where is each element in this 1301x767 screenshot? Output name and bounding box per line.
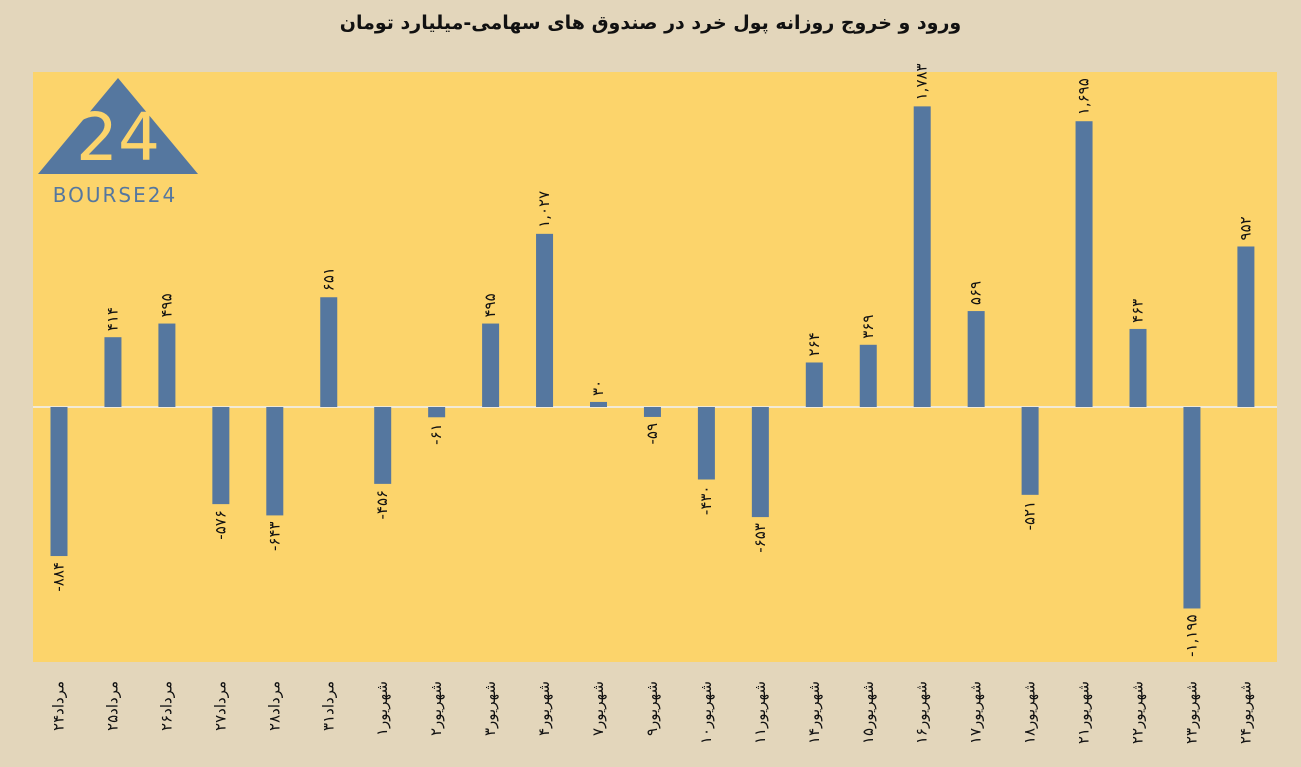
data-label: -۵۲۱ [1021, 501, 1039, 531]
x-tick-label: ۲شهریور [427, 681, 445, 736]
chart-bar [643, 407, 661, 417]
data-label: -۵۷۶ [211, 510, 229, 540]
chart-bar [590, 401, 607, 407]
x-tick-label: ۱۵شهریور [859, 681, 877, 744]
chart-bar [805, 362, 823, 407]
chart-bar [536, 233, 554, 407]
data-label: -۶۵۳ [751, 523, 769, 553]
chart-bar [266, 407, 284, 516]
data-label: ۵۶۹ [967, 281, 985, 305]
data-label: ۱,۶۹۵ [1075, 78, 1093, 115]
x-tick-label: ۲۵مرداد [103, 681, 121, 731]
chart-bar [428, 407, 446, 418]
plot-area [33, 72, 1277, 662]
chart-bar [482, 323, 500, 407]
x-tick-label: ۷شهریور [589, 681, 607, 736]
x-tick-label: ۱۱شهریور [751, 681, 769, 744]
data-label: -۱,۱۹۵ [1182, 614, 1200, 656]
data-label: -۸۸۴ [50, 562, 68, 592]
x-tick-label: ۲۶مرداد [157, 681, 175, 731]
x-tick-label: ۱۰شهریور [697, 681, 715, 744]
x-tick-label: ۱۴شهریور [805, 681, 823, 744]
chart-bar [1075, 121, 1093, 408]
data-label: -۶۴۳ [265, 521, 283, 551]
chart-bar [1021, 407, 1039, 495]
x-tick-label: ۲۳شهریور [1182, 681, 1200, 744]
x-tick-label: ۳شهریور [481, 681, 499, 736]
chart-bar [320, 297, 338, 407]
logo-wordmark: BOURSE24 [53, 183, 177, 207]
chart-bar [913, 106, 931, 407]
chart-bar [1237, 246, 1255, 407]
x-tick-label: ۲۸مرداد [265, 681, 283, 731]
chart-bar [967, 311, 985, 407]
data-label: ۱,۷۸۳ [913, 63, 931, 100]
chart-bar [1183, 407, 1201, 609]
x-tick-label: ۱شهریور [373, 681, 391, 736]
chart-bar [212, 407, 230, 505]
chart-title: ورود و خروج روزانه پول خرد در صندوق های … [339, 12, 962, 34]
data-label: -۴۵۶ [373, 490, 391, 520]
data-label: -۵۹ [643, 423, 661, 445]
data-label: ۶۵۱ [319, 267, 337, 291]
data-label: ۲۶۴ [805, 332, 823, 356]
x-tick-label: ۹شهریور [643, 681, 661, 736]
chart-bar [374, 407, 392, 484]
x-tick-label: ۲۴شهریور [1236, 681, 1254, 744]
x-tick-label: ۲۲شهریور [1129, 681, 1147, 744]
data-label: -۴۳۰ [697, 485, 715, 515]
chart-bar [1129, 328, 1147, 407]
chart-bar [104, 337, 122, 407]
x-tick-label: ۱۸شهریور [1021, 681, 1039, 744]
x-tick-label: ۲۱شهریور [1075, 681, 1093, 744]
chart-bar [751, 407, 769, 518]
logo-triangle-icon [38, 78, 198, 174]
data-label: ۳۶۹ [859, 315, 877, 339]
chart-bar [158, 323, 176, 407]
data-label: ۴۶۳ [1129, 299, 1147, 323]
data-label: ۱,۰۲۷ [535, 191, 553, 228]
chart-bar [697, 407, 715, 480]
data-label: ۹۵۲ [1236, 216, 1254, 240]
data-label: ۴۹۵ [481, 293, 499, 317]
data-label: ۴۱۴ [103, 307, 121, 331]
x-tick-label: ۲۴مرداد [50, 681, 68, 731]
data-label: ۳۰ [589, 380, 607, 396]
x-tick-label: ۲۷مرداد [211, 681, 229, 731]
data-label: ۴۹۵ [157, 293, 175, 317]
x-tick-label: ۳۱مرداد [319, 681, 337, 731]
data-label: -۶۱ [427, 423, 445, 445]
x-tick-label: ۱۶شهریور [913, 681, 931, 744]
logo-mark: 24 [76, 99, 160, 176]
x-tick-label: ۴شهریور [535, 681, 553, 736]
chart-bar [859, 344, 877, 407]
bourse24-logo: 24 BOURSE24 [38, 78, 198, 207]
x-tick-label: ۱۷شهریور [967, 681, 985, 744]
chart-bar [50, 407, 68, 557]
